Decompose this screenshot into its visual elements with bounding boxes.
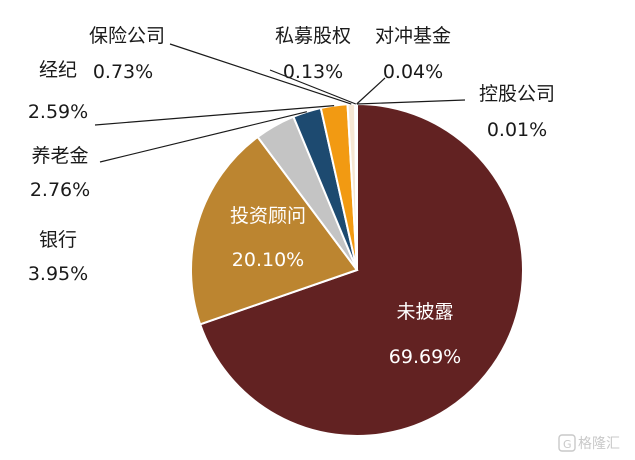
slice-name-label: 经纪 <box>39 59 77 81</box>
slice-name-label: 银行 <box>39 229 77 251</box>
pie-slice <box>190 135 359 326</box>
pie-slices <box>190 102 524 437</box>
pie-slice <box>198 102 524 437</box>
slice-value-label: 0.04% <box>383 61 443 83</box>
slice-value-label: 0.01% <box>487 119 547 141</box>
slice-value-label: 2.59% <box>28 101 88 123</box>
watermark-text: 格隆汇 <box>578 436 620 452</box>
leader-line <box>169 43 352 105</box>
slice-name-label: 未披露 <box>396 301 453 323</box>
slice-value-label: 0.73% <box>93 61 153 83</box>
slice-name-label: 投资顾问 <box>230 205 306 227</box>
leader-line <box>94 105 335 126</box>
leader-line <box>356 77 386 105</box>
g-logo-icon <box>558 434 576 452</box>
pie-labels: 未披露 69.69% 投资顾问 20.10% 银行 3.95% 养老金 2.76% 经纪 2.59… <box>28 25 555 368</box>
leader-line <box>269 69 357 105</box>
leader-line <box>99 111 308 163</box>
slice-value-label: 2.76% <box>30 179 90 201</box>
slice-value-label: 0.13% <box>283 61 343 83</box>
slice-name-label: 养老金 <box>31 145 88 167</box>
leader-line <box>356 99 466 105</box>
slice-name-label: 控股公司 <box>479 83 555 105</box>
slice-name-label: 对冲基金 <box>375 25 451 47</box>
g-logo-glyph: G <box>563 438 572 451</box>
slice-value-label: 20.10% <box>232 249 304 271</box>
slice-name-label: 私募股权 <box>275 25 351 47</box>
watermark: G 格隆汇 <box>558 434 620 452</box>
slice-value-label: 3.95% <box>28 263 88 285</box>
slice-name-label: 保险公司 <box>89 25 165 47</box>
leader-lines <box>94 43 466 163</box>
slice-value-label: 69.69% <box>389 346 461 368</box>
